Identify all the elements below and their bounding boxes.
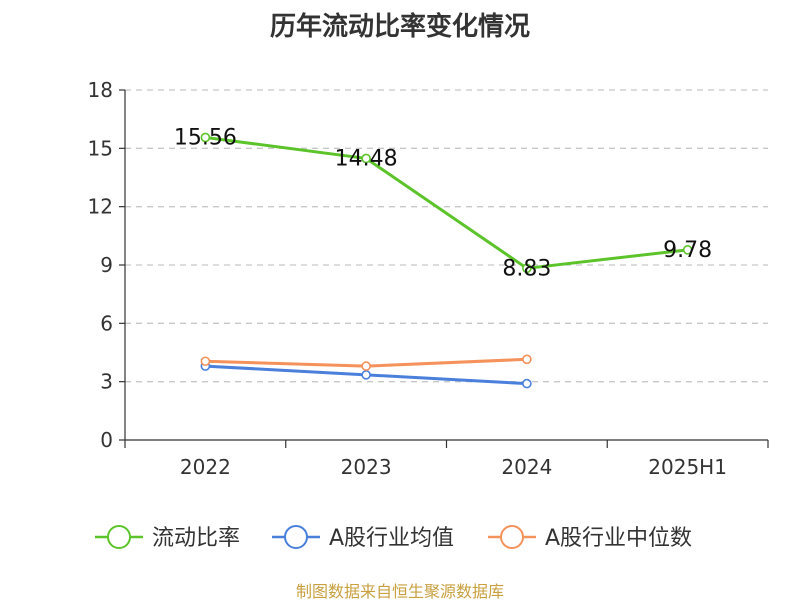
y-tick-label: 15 xyxy=(88,136,113,160)
data-point[interactable] xyxy=(682,245,693,255)
data-label: 14.48 xyxy=(335,146,398,171)
data-label: 15.56 xyxy=(174,125,237,150)
legend-marker-icon xyxy=(284,525,308,549)
source-note: 制图数据来自恒生聚源数据库 xyxy=(295,582,504,601)
legend-label: A股行业中位数 xyxy=(545,526,692,551)
data-point[interactable] xyxy=(200,132,211,143)
series-layer xyxy=(200,132,693,389)
label-layer: 15.56 14.48 8.83 9.78 xyxy=(174,125,712,281)
data-point[interactable] xyxy=(522,263,532,274)
x-tick-label: 2023 xyxy=(341,455,392,479)
legend-item-1[interactable]: A股行业均值 xyxy=(272,525,454,551)
y-tick-label: 9 xyxy=(100,253,113,277)
legend-label: A股行业均值 xyxy=(329,526,454,551)
legend-marker-icon xyxy=(500,525,524,549)
y-tick-label: 0 xyxy=(100,428,113,452)
y-tick-label: 18 xyxy=(88,78,113,102)
data-point[interactable] xyxy=(522,378,532,389)
y-tick-label: 6 xyxy=(100,311,113,335)
legend[interactable]: 流动比率 A股行业均值 A股行业中位数 xyxy=(95,525,692,551)
data-point[interactable] xyxy=(361,361,371,371)
legend-item-2[interactable]: A股行业中位数 xyxy=(488,525,692,551)
legend-item-0[interactable]: 流动比率 xyxy=(95,525,240,551)
data-point[interactable] xyxy=(361,153,371,164)
data-point[interactable] xyxy=(200,356,211,367)
chart-title: 历年流动比率变化情况 xyxy=(269,12,530,42)
data-label: 8.83 xyxy=(502,256,551,281)
series-line-0 xyxy=(205,135,688,270)
legend-label: 流动比率 xyxy=(152,526,240,551)
x-tick-label: 2022 xyxy=(180,455,231,479)
data-point[interactable] xyxy=(522,354,532,365)
axis-layer: 0 3 6 9 12 15 18 2022 2023 2024 2025H1 xyxy=(88,78,769,479)
grid-layer xyxy=(125,89,768,383)
data-point[interactable] xyxy=(361,370,371,380)
x-tick-label: 2024 xyxy=(501,455,552,479)
legend-marker-icon xyxy=(107,525,131,549)
x-tick-label: 2025H1 xyxy=(648,455,727,479)
y-tick-label: 12 xyxy=(88,195,113,219)
y-tick-label: 3 xyxy=(100,370,113,394)
data-label: 9.78 xyxy=(663,238,712,263)
